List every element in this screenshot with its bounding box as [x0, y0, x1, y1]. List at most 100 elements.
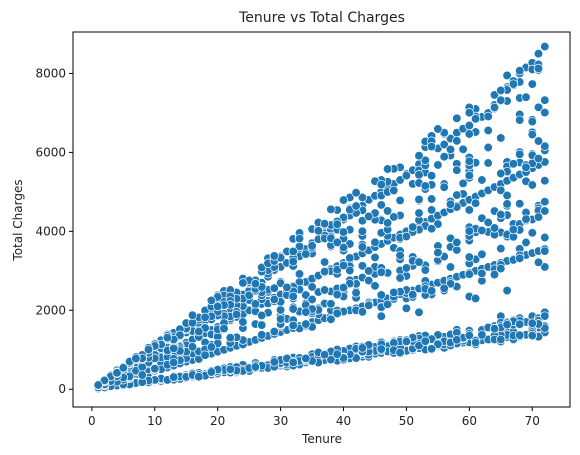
scatter-point	[200, 312, 210, 322]
scatter-point	[351, 201, 361, 211]
scatter-point	[382, 206, 393, 216]
scatter-point	[376, 200, 386, 210]
scatter-point	[502, 285, 512, 296]
scatter-point	[515, 115, 525, 125]
plot-area	[93, 41, 550, 394]
scatter-point	[527, 79, 537, 89]
scatter-point	[477, 175, 487, 185]
x-tick-label: 40	[336, 414, 351, 428]
scatter-point	[426, 286, 437, 296]
scatter-point	[382, 299, 393, 309]
scatter-point	[527, 116, 537, 127]
scatter-point	[288, 320, 298, 331]
scatter-point	[225, 364, 235, 374]
scatter-point	[288, 256, 298, 267]
scatter-point	[376, 290, 386, 300]
scatter-point	[231, 309, 242, 320]
scatter-point	[414, 170, 424, 180]
scatter-point	[257, 320, 267, 330]
scatter-point	[332, 265, 342, 275]
scatter-point	[470, 114, 481, 124]
scatter-point	[433, 160, 443, 170]
scatter-point	[439, 152, 449, 162]
scatter-point	[131, 353, 141, 364]
scatter-point	[137, 370, 147, 380]
scatter-point	[408, 222, 418, 232]
scatter-point	[445, 199, 456, 209]
scatter-point	[357, 343, 368, 353]
scatter-point	[452, 335, 462, 345]
scatter-point	[515, 253, 525, 263]
scatter-point	[540, 141, 550, 151]
scatter-point	[326, 314, 336, 324]
scatter-point	[477, 213, 487, 223]
scatter-point	[382, 164, 393, 174]
scatter-point	[401, 263, 412, 273]
scatter-point	[439, 139, 449, 150]
scatter-point	[370, 237, 380, 247]
scatter-point	[250, 299, 261, 309]
scatter-point	[508, 79, 519, 89]
scatter-point	[376, 179, 386, 190]
scatter-point	[364, 275, 374, 286]
scatter-point	[326, 204, 336, 214]
scatter-point	[213, 301, 223, 312]
scatter-point	[332, 237, 342, 248]
scatter-point	[464, 226, 474, 236]
scatter-point	[187, 342, 198, 352]
scatter-point	[401, 336, 412, 347]
scatter-point	[118, 363, 128, 373]
scatter-point	[496, 209, 506, 220]
scatter-point	[515, 199, 525, 209]
scatter-point	[370, 252, 380, 263]
scatter-point	[540, 232, 550, 243]
scatter-point	[483, 111, 493, 122]
scatter-point	[527, 330, 537, 341]
scatter-point	[533, 63, 544, 74]
scatter-point	[288, 357, 298, 368]
scatter-point	[162, 333, 173, 343]
scatter-point	[414, 307, 424, 317]
scatter-point	[452, 136, 462, 146]
x-axis: 0 10 20 30 40 50 60 70	[88, 407, 540, 428]
scatter-point	[288, 291, 298, 302]
scatter-point	[445, 262, 456, 272]
scatter-point	[206, 367, 217, 377]
scatter-point	[489, 90, 500, 100]
scatter-point	[540, 197, 550, 207]
scatter-point	[319, 219, 330, 229]
scatter-point	[257, 330, 267, 340]
scatter-point	[364, 211, 374, 222]
scatter-point	[489, 102, 500, 113]
scatter-point	[206, 295, 217, 306]
scatter-point	[414, 208, 424, 218]
scatter-point	[483, 142, 493, 153]
scatter-point	[533, 136, 544, 146]
scatter-point	[464, 108, 474, 118]
scatter-point	[345, 253, 355, 263]
scatter-point	[370, 281, 380, 291]
scatter-point	[527, 318, 537, 328]
scatter-point	[426, 205, 437, 215]
scatter-point	[187, 310, 198, 320]
scatter-point	[452, 165, 462, 175]
scatter-point	[319, 285, 330, 295]
y-tick-label: 2000	[35, 303, 66, 317]
scatter-point	[496, 133, 506, 143]
scatter-point	[206, 342, 217, 352]
scatter-point	[477, 249, 487, 259]
scatter-point	[338, 282, 349, 293]
scatter-point	[301, 290, 311, 300]
scatter-point	[351, 288, 361, 298]
scatter-point	[301, 249, 311, 259]
scatter-point	[439, 283, 449, 293]
scatter-point	[269, 357, 279, 367]
scatter-point	[464, 120, 474, 131]
scatter-point	[489, 324, 500, 334]
scatter-point	[395, 273, 405, 283]
scatter-point	[200, 350, 210, 360]
scatter-point	[464, 170, 474, 181]
x-tick-label: 10	[147, 414, 162, 428]
scatter-point	[307, 294, 317, 305]
